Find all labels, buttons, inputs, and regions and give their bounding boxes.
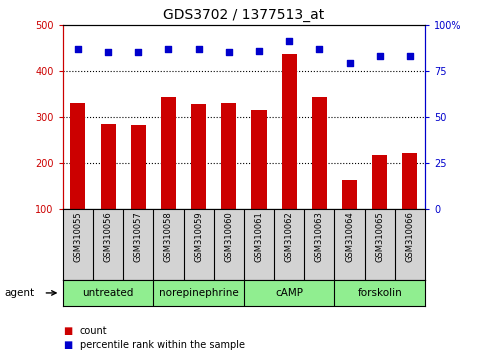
Text: GSM310061: GSM310061	[255, 211, 264, 262]
Bar	[282, 54, 297, 209]
Point	[134, 50, 142, 55]
Bar	[100, 124, 115, 209]
Text: ■: ■	[63, 340, 72, 350]
Text: GSM310056: GSM310056	[103, 211, 113, 262]
Point	[406, 53, 414, 59]
Bar	[402, 153, 417, 209]
Point	[315, 46, 323, 52]
Bar	[312, 97, 327, 209]
Text: ■: ■	[63, 326, 72, 336]
Text: GSM310064: GSM310064	[345, 211, 354, 262]
Point	[104, 50, 112, 55]
Text: norepinephrine: norepinephrine	[159, 288, 239, 298]
Text: percentile rank within the sample: percentile rank within the sample	[80, 340, 245, 350]
Text: GSM310066: GSM310066	[405, 211, 414, 262]
Bar	[252, 110, 267, 209]
Point	[376, 53, 384, 59]
Text: count: count	[80, 326, 107, 336]
Text: cAMP: cAMP	[275, 288, 303, 298]
Bar	[342, 180, 357, 209]
Point	[285, 39, 293, 44]
Title: GDS3702 / 1377513_at: GDS3702 / 1377513_at	[163, 8, 325, 22]
Text: GSM310059: GSM310059	[194, 211, 203, 262]
Bar	[131, 125, 146, 209]
Text: GSM310063: GSM310063	[315, 211, 324, 262]
Bar	[161, 97, 176, 209]
Point	[346, 61, 354, 66]
Text: agent: agent	[5, 288, 35, 298]
Bar	[372, 155, 387, 209]
Text: GSM310055: GSM310055	[73, 211, 83, 262]
Point	[165, 46, 172, 52]
Bar	[71, 103, 85, 209]
Point	[225, 50, 233, 55]
Bar	[221, 103, 236, 209]
Text: untreated: untreated	[83, 288, 134, 298]
Bar	[191, 104, 206, 209]
Point	[74, 46, 82, 52]
Point	[195, 46, 202, 52]
Point	[255, 48, 263, 53]
Text: GSM310057: GSM310057	[134, 211, 143, 262]
Text: forskolin: forskolin	[357, 288, 402, 298]
Text: GSM310060: GSM310060	[224, 211, 233, 262]
Text: GSM310058: GSM310058	[164, 211, 173, 262]
Text: GSM310065: GSM310065	[375, 211, 384, 262]
Text: GSM310062: GSM310062	[284, 211, 294, 262]
